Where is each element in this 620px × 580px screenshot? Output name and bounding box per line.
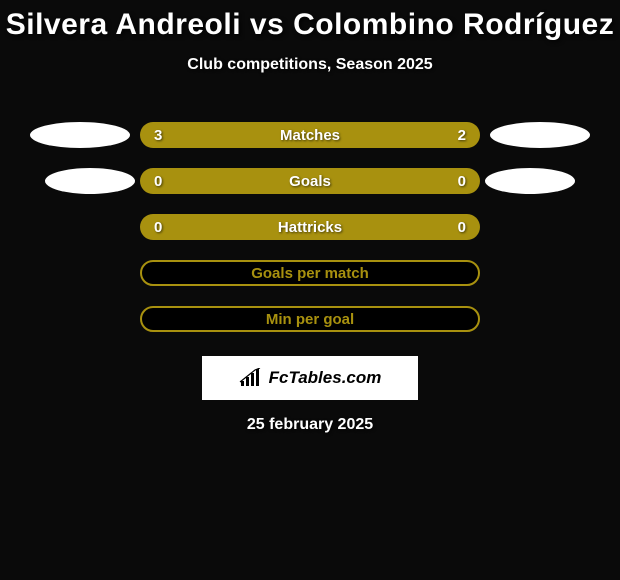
comparison-widget: Silvera Andreoli vs Colombino Rodríguez … bbox=[0, 0, 620, 434]
stat-value-left: 0 bbox=[154, 219, 162, 236]
stat-row: Goals per match bbox=[0, 250, 620, 296]
stat-label: Min per goal bbox=[266, 311, 354, 328]
stat-row: 0 Goals 0 bbox=[0, 158, 620, 204]
stat-value-right: 0 bbox=[458, 219, 466, 236]
stat-value-right: 2 bbox=[458, 127, 466, 144]
right-shape-slot bbox=[485, 122, 595, 148]
stat-bar: 0 Hattricks 0 bbox=[140, 214, 480, 240]
subtitle: Club competitions, Season 2025 bbox=[0, 56, 620, 74]
stat-label: Matches bbox=[280, 127, 340, 144]
chart-icon bbox=[239, 368, 263, 388]
left-shape-slot bbox=[25, 168, 135, 194]
player-ellipse-right bbox=[485, 168, 575, 194]
stat-value-left: 0 bbox=[154, 173, 162, 190]
right-shape-slot bbox=[485, 168, 595, 194]
player-ellipse-right bbox=[490, 122, 590, 148]
left-shape-slot bbox=[25, 122, 135, 148]
stat-rows: 3 Matches 2 0 Goals 0 0 Hattricks 0 Goals per mat… bbox=[0, 112, 620, 342]
stat-value-left: 3 bbox=[154, 127, 162, 144]
player-ellipse-left bbox=[30, 122, 130, 148]
stat-row: 0 Hattricks 0 bbox=[0, 204, 620, 250]
stat-row: 3 Matches 2 bbox=[0, 112, 620, 158]
stat-label: Goals per match bbox=[251, 265, 369, 282]
stat-bar: 3 Matches 2 bbox=[140, 122, 480, 148]
stat-bar: 0 Goals 0 bbox=[140, 168, 480, 194]
logo-box: FcTables.com bbox=[202, 356, 418, 400]
stat-bar: Min per goal bbox=[140, 306, 480, 332]
stat-value-right: 0 bbox=[458, 173, 466, 190]
stat-row: Min per goal bbox=[0, 296, 620, 342]
date-label: 25 february 2025 bbox=[0, 416, 620, 434]
logo-text: FcTables.com bbox=[269, 368, 382, 388]
page-title: Silvera Andreoli vs Colombino Rodríguez bbox=[0, 8, 620, 42]
stat-bar: Goals per match bbox=[140, 260, 480, 286]
stat-label: Hattricks bbox=[278, 219, 342, 236]
stat-label: Goals bbox=[289, 173, 331, 190]
player-ellipse-left bbox=[45, 168, 135, 194]
